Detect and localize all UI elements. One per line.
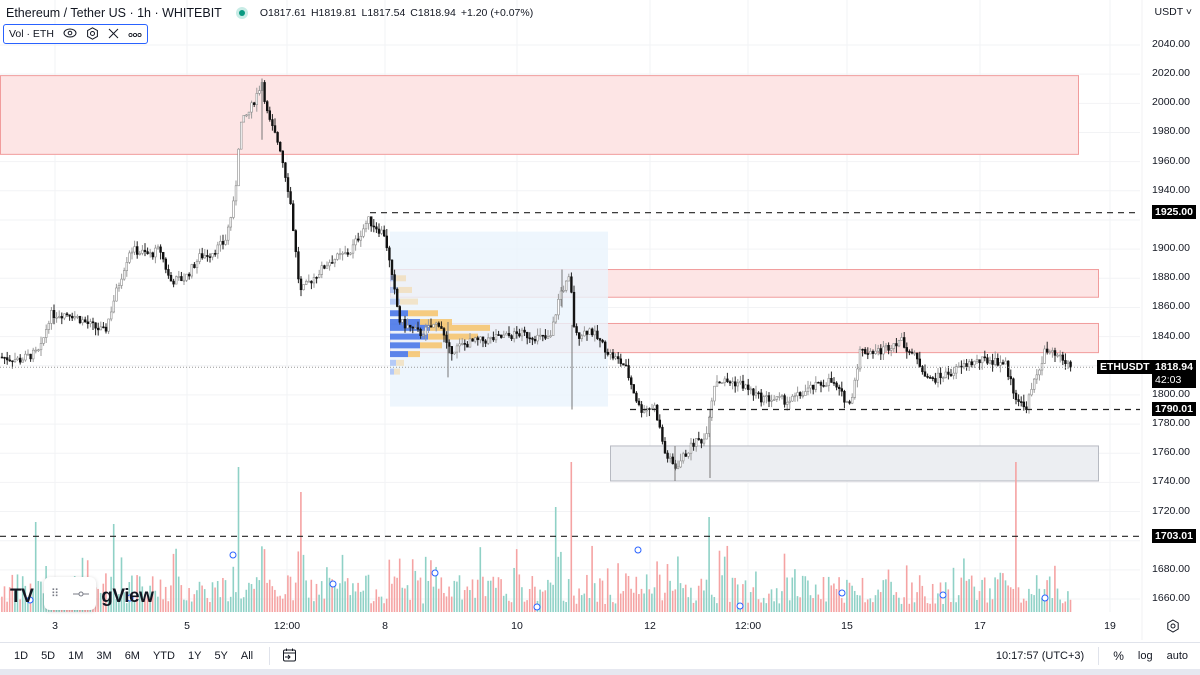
- bottom-toolbar: 1D 5D 1M 3M 6M YTD 1Y 5Y All 10:17:57 (UTC+3) % …: [0, 642, 1200, 669]
- tradingview-watermark[interactable]: TV gView: [10, 586, 154, 607]
- footer-strip: [0, 669, 1200, 675]
- symbol-header: Ethereum / Tether US · 1h · WHITEBIT O18…: [6, 6, 533, 20]
- range-button-1y[interactable]: 1Y: [187, 650, 202, 662]
- clock-timezone[interactable]: 10:17:57 (UTC+3): [995, 650, 1085, 662]
- price-tick: 1800.00: [1152, 387, 1190, 400]
- gear-icon[interactable]: [86, 26, 99, 42]
- range-button-1m[interactable]: 1M: [68, 650, 84, 662]
- price-tick: 1780.00: [1152, 417, 1190, 430]
- drag-handle-icon[interactable]: ⠿: [50, 588, 60, 600]
- percent-scale-toggle[interactable]: %: [1113, 649, 1124, 663]
- close-value: C1818.94: [410, 7, 456, 19]
- time-tick: 19: [1104, 620, 1116, 632]
- chart-settings-gear-icon[interactable]: [1166, 619, 1180, 633]
- go-to-date-icon[interactable]: [282, 648, 297, 665]
- time-tick: 5: [184, 620, 190, 632]
- high-value: H1819.81: [310, 7, 357, 19]
- price-tick: 1840.00: [1152, 329, 1190, 342]
- price-tick: 1720.00: [1152, 504, 1190, 517]
- current-price-value: 1818.94: [1155, 361, 1193, 373]
- level-tag-1790: 1790.01: [1152, 402, 1196, 416]
- range-button-6m[interactable]: 6M: [124, 650, 140, 662]
- time-tick: 12: [644, 620, 656, 632]
- bar-countdown: 42:03: [1155, 374, 1182, 386]
- range-button-5d[interactable]: 5D: [41, 650, 56, 662]
- ohlc-values: O1817.61 H1819.81 L1817.54 C1818.94 +1.2…: [260, 7, 533, 19]
- price-tick: 1880.00: [1152, 271, 1190, 284]
- eye-icon[interactable]: [63, 28, 77, 40]
- currency-selector[interactable]: USDT ˅: [1154, 6, 1192, 18]
- price-tick: 1900.00: [1152, 242, 1190, 255]
- date-range-buttons: 1D 5D 1M 3M 6M YTD 1Y 5Y All: [14, 650, 253, 662]
- volume-indicator-legend[interactable]: Vol · ETH: [3, 24, 148, 44]
- time-tick: 8: [382, 620, 388, 632]
- low-value: L1817.54: [361, 7, 406, 19]
- range-button-ytd[interactable]: YTD: [152, 650, 175, 662]
- price-tick: 2000.00: [1152, 96, 1190, 109]
- bottom-right-controls: 10:17:57 (UTC+3) % log auto: [996, 647, 1188, 665]
- price-tick: 1860.00: [1152, 300, 1190, 313]
- change-value: +1.20 (+0.07%): [460, 7, 534, 19]
- time-tick: 17: [974, 620, 986, 632]
- price-tick: 1680.00: [1152, 562, 1190, 575]
- toolbar-divider: [269, 647, 271, 665]
- range-button-5y[interactable]: 5Y: [214, 650, 228, 662]
- symbol-price-tag: ETHUSDT: [1097, 360, 1153, 374]
- market-status-icon: [235, 7, 248, 19]
- price-tick: 1940.00: [1152, 183, 1190, 196]
- price-tick: 2020.00: [1152, 67, 1190, 80]
- log-scale-toggle[interactable]: log: [1137, 650, 1153, 662]
- time-tick: 12:00: [273, 620, 301, 632]
- price-tick: 1980.00: [1152, 125, 1190, 138]
- close-icon[interactable]: [108, 28, 119, 41]
- price-tick: 1760.00: [1152, 446, 1190, 459]
- price-tick: 1660.00: [1152, 592, 1190, 605]
- level-tag-1703: 1703.01: [1152, 529, 1196, 543]
- price-tick: 1960.00: [1152, 154, 1190, 167]
- price-tick: 2040.00: [1152, 38, 1190, 50]
- chart-navigation-widget[interactable]: ⠿: [44, 577, 96, 610]
- time-tick: 10: [511, 620, 523, 632]
- tradingview-logo-icon: TV: [10, 586, 34, 607]
- slider-icon[interactable]: [73, 588, 90, 600]
- toolbar-divider: [1098, 647, 1100, 665]
- volume-indicator-label[interactable]: Vol · ETH: [9, 28, 54, 40]
- range-button-3m[interactable]: 3M: [96, 650, 112, 662]
- auto-scale-toggle[interactable]: auto: [1166, 650, 1188, 662]
- time-tick: 15: [841, 620, 853, 632]
- price-chart-canvas[interactable]: [0, 0, 1200, 640]
- more-icon[interactable]: [128, 28, 142, 40]
- symbol-title[interactable]: Ethereum / Tether US · 1h · WHITEBIT: [6, 6, 222, 20]
- price-tick: 1740.00: [1152, 475, 1190, 488]
- time-tick: 12:00: [734, 620, 762, 632]
- range-button-1d[interactable]: 1D: [14, 650, 29, 662]
- level-tag-1925: 1925.00: [1152, 205, 1196, 219]
- time-tick: 3: [52, 620, 58, 632]
- range-button-all[interactable]: All: [240, 650, 254, 662]
- current-price-tag: 1818.94 42:03: [1152, 360, 1196, 388]
- open-value: O1817.61: [259, 7, 306, 19]
